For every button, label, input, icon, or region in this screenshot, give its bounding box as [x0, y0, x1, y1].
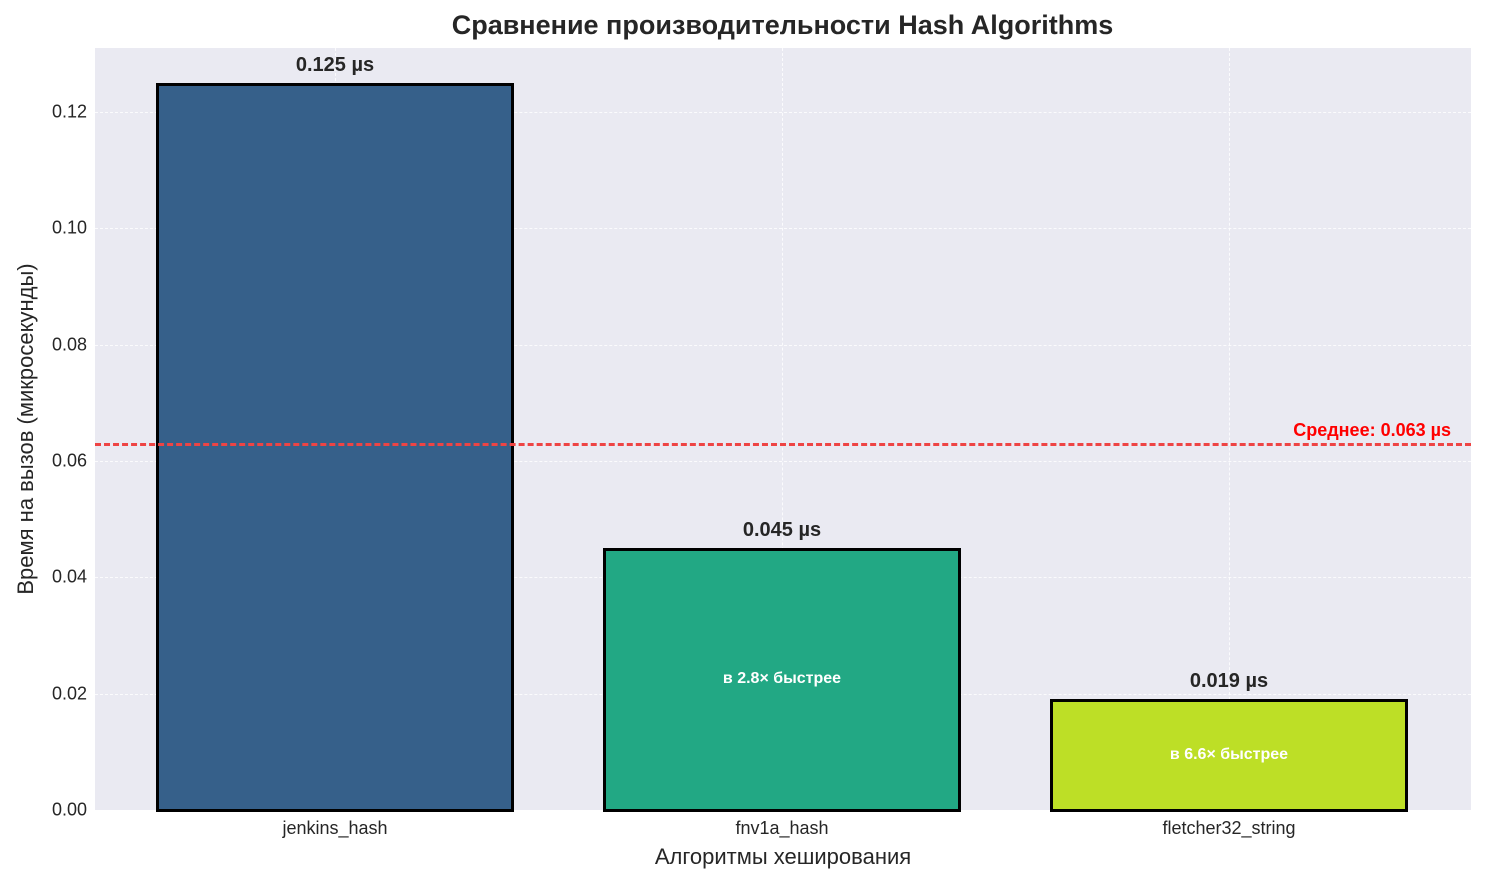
bar-fletcher32_string [1050, 699, 1408, 812]
x-axis-label: Алгоритмы хеширования [654, 844, 912, 869]
speedup-label: в 6.6× быстрее [1169, 745, 1289, 763]
bar-fnv1a_hash [603, 548, 961, 812]
h-gridline [95, 111, 1471, 113]
bar-jenkins_hash [156, 82, 514, 812]
mean-line [95, 442, 1471, 446]
speedup-label: в 2.8× быстрее [722, 670, 842, 688]
bar-value-label: 0.125 µs [295, 53, 375, 76]
h-gridline [95, 344, 1471, 346]
v-gridline [782, 48, 783, 810]
x-tick-label: fletcher32_string [1162, 818, 1296, 838]
plot-area: 0.125 µs 0.045 µs в 2.8× быстрее 0.019 µs в … [95, 48, 1471, 812]
y-tick-label: 0.02 [51, 683, 87, 704]
y-tick-label: 0.10 [51, 217, 87, 238]
x-tick-label: fnv1a_hash [735, 818, 829, 838]
y-tick-label: 0.06 [51, 450, 87, 471]
y-tick-label: 0.12 [51, 101, 87, 122]
mean-label: Среднее: 0.063 µs [1293, 419, 1451, 440]
h-gridline [95, 228, 1471, 230]
y-tick-label: 0.08 [51, 334, 87, 355]
x-tick-label: jenkins_hash [282, 818, 388, 838]
y-axis-label: Время на вызов (микросекунды) [13, 263, 38, 595]
h-gridline [95, 460, 1471, 462]
bar-value-label: 0.045 µs [742, 519, 822, 542]
bar-value-label: 0.019 µs [1189, 670, 1269, 693]
y-tick-label: 0.04 [51, 566, 87, 587]
y-tick-label: 0.00 [51, 799, 87, 820]
v-gridline [1229, 48, 1230, 810]
chart-title: Сравнение производительности Hash Algori… [451, 10, 1114, 40]
